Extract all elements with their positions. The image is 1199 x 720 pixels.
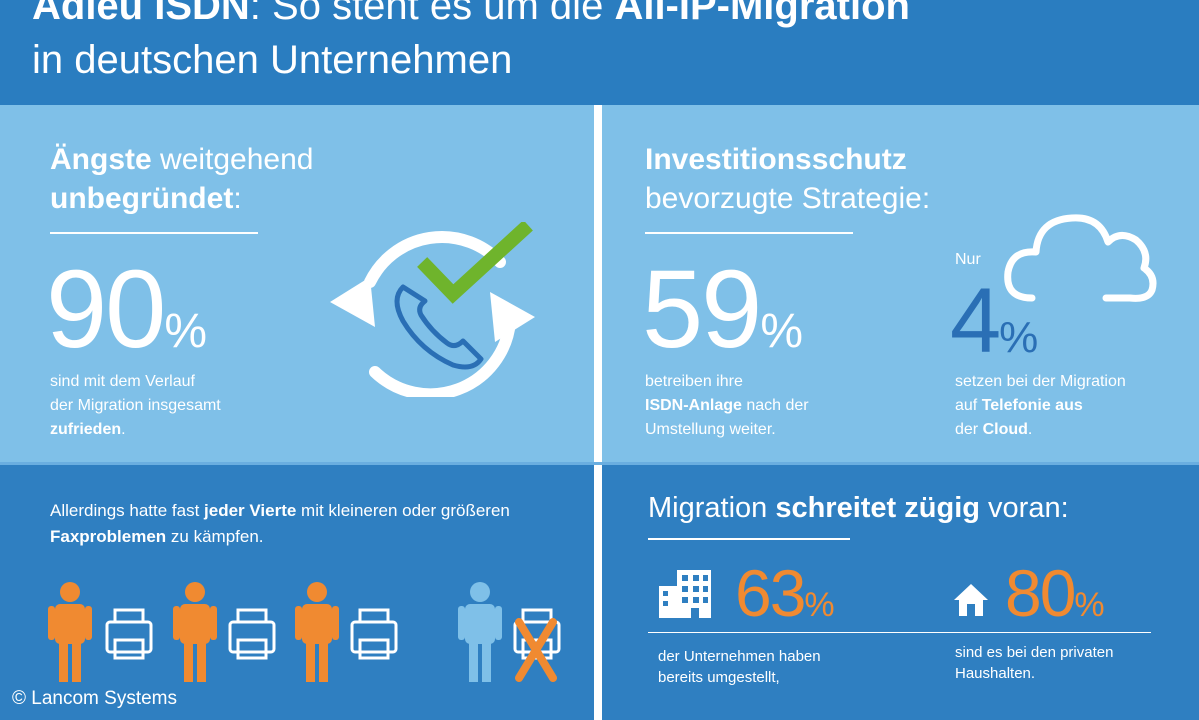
fax-text2-rest: zu kämpfen. [166,527,264,546]
progress-heading-bold: schreitet zügig [775,492,980,524]
fears-heading-rest: weitgehend [151,143,314,176]
phone-migration-icon [330,222,535,397]
cloud-desc-line1: setzen bei der Migration [955,373,1126,390]
fears-description: sind mit dem Verlauf der Migration insge… [50,370,221,442]
cloud-desc-line2-pre: auf [955,397,982,414]
progress-heading: Migration schreitet zügig voran: [648,490,1069,528]
companies-unit: % [804,586,835,624]
progress-bottom-rule [648,632,1151,633]
investment-desc-rest: nach der [741,397,809,414]
investment-description: betreiben ihre ISDN-Anlage nach der Umst… [645,370,809,442]
fears-heading-line2-rest: : [233,182,242,215]
person-icon-2 [173,582,217,682]
person-icon-3 [295,582,339,682]
households-description: sind es bei den privaten Haushalten. [955,642,1113,684]
investment-unit: % [760,305,804,358]
households-stat: 80% [1005,560,1105,626]
companies-desc-line2: bereits umgestellt, [658,669,780,686]
header-banner: Adieu ISDN: So steht es um die All-IP-Mi… [0,0,1199,105]
header-title-line1: Adieu ISDN: So steht es um die All-IP-Mi… [32,0,910,28]
cloud-description: setzen bei der Migration auf Telefonie a… [955,370,1126,442]
panel-fears [0,105,594,462]
progress-heading-pre: Migration [648,492,776,524]
investment-desc-line3: Umstellung weiter. [645,421,776,438]
fax-text-pre: Allerdings hatte fast [50,501,205,520]
fax-problems-illustration [48,582,561,682]
investment-value: 59 [642,248,762,371]
fears-desc-line1: sind mit dem Verlauf [50,373,195,390]
progress-rule [648,538,850,540]
companies-description: der Unternehmen haben bereits umgestellt… [658,646,821,688]
cloud-desc-line3-rest: . [1027,421,1033,438]
vertical-divider [594,105,602,720]
cloud-unit: % [999,313,1039,362]
horizontal-divider [0,462,1199,465]
fears-desc-bold: zufrieden [50,421,122,438]
fears-heading-line2-bold: unbegründet [50,182,234,215]
households-desc-line2: Haushalten. [955,665,1036,682]
investment-heading: Investitionsschutz bevorzugte Strategie: [645,140,930,218]
cloud-desc-line3-pre: der [955,421,983,438]
investment-heading-line2: bevorzugte Strategie: [645,182,931,215]
fears-stat: 90% [46,255,207,365]
person-icon-1 [48,582,92,682]
cloud-desc-line2-bold: Telefonie aus [981,397,1083,414]
cross-icon [515,618,557,682]
investment-desc-line1: betreiben ihre [645,373,743,390]
fears-heading: Ängste weitgehend unbegründet: [50,140,313,218]
printer-icon-3 [350,608,398,660]
investment-stat: 59% [642,255,803,365]
households-value: 80 [1005,556,1076,630]
households-unit: % [1074,586,1105,624]
panel-investment [602,105,1199,462]
header-title-bold2: All-IP-Migration [614,0,910,28]
investment-desc-bold: ISDN-Anlage [645,397,742,414]
cloud-prefix: Nur [955,251,981,268]
person-icon-4 [458,582,502,682]
fears-desc-line2: der Migration insgesamt [50,397,221,414]
fears-value: 90 [46,248,166,371]
header-title-bold: Adieu ISDN [32,0,250,28]
cloud-stat: 4% [950,275,1038,367]
house-icon [954,584,988,616]
cloud-value: 4 [950,270,1001,372]
printer-icon-1 [105,608,153,660]
fax-text-bold: jeder Vierte [204,501,297,520]
fax-text-rest: mit kleineren oder größeren [296,501,510,520]
progress-heading-rest: voran: [979,492,1069,524]
cloud-icon [1004,214,1157,302]
printer-icon-2 [228,608,276,660]
fears-rule [50,232,258,234]
fax-text: Allerdings hatte fast jeder Vierte mit k… [50,498,510,550]
fax-text2-bold: Faxproblemen [50,527,167,546]
fears-heading-bold: Ängste [50,143,152,176]
building-icon [659,570,711,618]
companies-desc-line1: der Unternehmen haben [658,648,821,665]
fears-desc-rest: . [121,421,126,438]
cloud-desc-line3-bold: Cloud [982,421,1028,438]
investment-heading-bold: Investitionsschutz [645,143,907,176]
copyright-notice: © Lancom Systems [12,688,177,709]
header-title-rest: : So steht es um die [249,0,615,28]
households-desc-line1: sind es bei den privaten [955,644,1114,661]
investment-rule [645,232,853,234]
fears-unit: % [164,305,208,358]
panel-fax [0,462,594,720]
companies-value: 63 [735,556,806,630]
header-title-line2: in deutschen Unternehmen [32,38,513,82]
companies-stat: 63% [735,560,835,626]
